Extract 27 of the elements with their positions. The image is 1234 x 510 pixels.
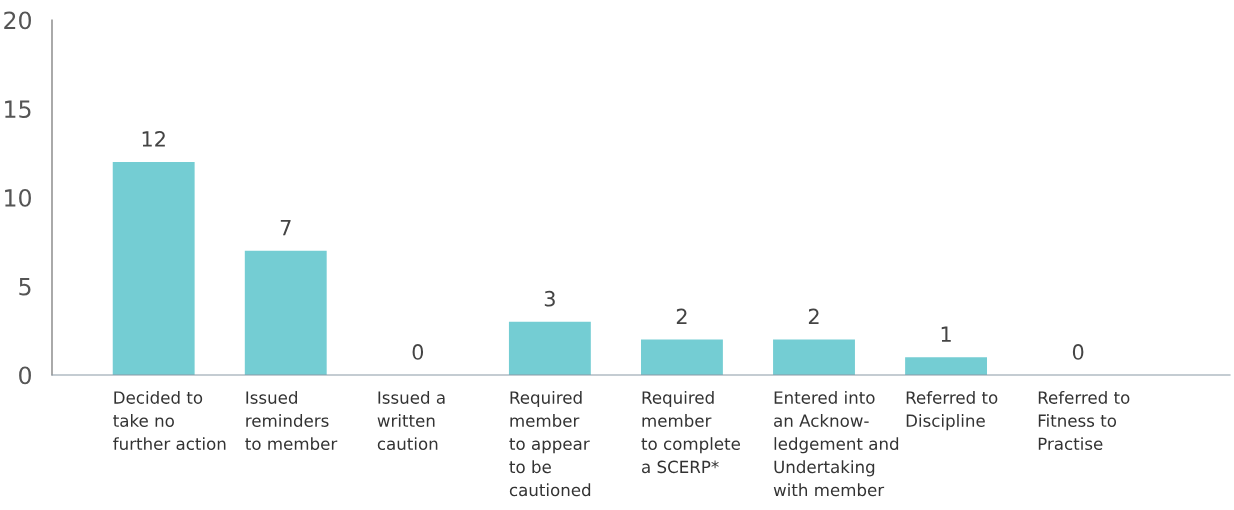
x-tick-label: Issued reminders to member: [245, 390, 338, 451]
bar: [244, 250, 327, 375]
data-label: 1: [941, 326, 951, 342]
data-label: 2: [676, 308, 687, 325]
bar: [773, 339, 855, 375]
x-tick-label: Required member to appear to be cautioned: [509, 390, 591, 497]
data-label: 7: [280, 220, 291, 236]
y-tick-label: 15: [5, 100, 31, 119]
data-label: 12: [142, 131, 165, 147]
y-tick-label: 0: [19, 366, 31, 385]
bar: [641, 339, 723, 375]
data-label: 3: [544, 290, 555, 307]
y-tick-label: 10: [5, 188, 31, 207]
y-tick-label: 5: [19, 278, 31, 296]
x-tick-label: Referred to Fitness to Practise: [1038, 390, 1130, 451]
x-tick-label: Issued a written caution: [377, 390, 445, 451]
x-tick-label: Required member to complete a SCERP*: [641, 390, 740, 474]
x-tick-label: Entered into an Acknow- ledgement and Undertaking with member: [773, 390, 899, 497]
bar: [508, 321, 591, 375]
data-label: 0: [412, 344, 424, 360]
data-label: 0: [1072, 344, 1084, 360]
data-label: 2: [808, 308, 819, 325]
x-tick-label: Referred to Discipline: [906, 390, 998, 431]
x-tick-label: Decided to take no further action: [113, 390, 226, 451]
bar: [905, 357, 987, 375]
bar: [112, 162, 195, 375]
y-tick-label: 20: [4, 11, 31, 30]
